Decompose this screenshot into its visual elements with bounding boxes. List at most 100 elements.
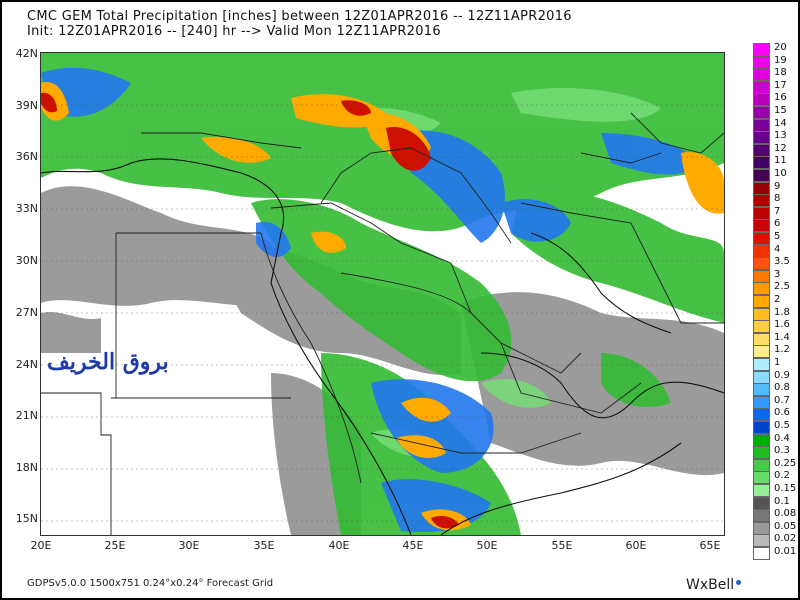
legend-swatch xyxy=(753,194,770,208)
legend-swatch xyxy=(753,484,770,497)
legend-label: 0.9 xyxy=(774,369,790,381)
legend-label: 0.1 xyxy=(774,495,790,507)
legend-swatch xyxy=(753,282,770,296)
legend-label: 0.5 xyxy=(774,420,790,431)
lon-label: 20E xyxy=(30,539,52,552)
legend-swatch xyxy=(753,269,770,283)
country-borders xyxy=(41,112,724,535)
brand-text: WxBell xyxy=(686,577,735,593)
legend-label: 1 xyxy=(774,357,781,368)
brand-logo: WxBell xyxy=(686,577,742,593)
legend-swatch xyxy=(753,547,770,560)
legend-label: 13 xyxy=(774,130,787,142)
legend-label: 12 xyxy=(774,142,787,154)
legend-label: 0.6 xyxy=(774,407,790,419)
lat-label: 30N xyxy=(15,254,38,267)
legend-swatch xyxy=(753,534,770,548)
legend-swatch xyxy=(753,307,770,321)
legend-label: 0.01 xyxy=(774,546,797,557)
lat-label: 36N xyxy=(15,150,38,163)
lat-label: 39N xyxy=(15,99,38,112)
legend-label: 2.5 xyxy=(774,281,790,293)
lon-label: 55E xyxy=(551,539,573,552)
legend-swatch xyxy=(753,320,770,334)
legend-swatch xyxy=(753,219,770,233)
lon-label: 35E xyxy=(253,539,275,552)
legend-label: 1.6 xyxy=(774,319,790,331)
lon-label: 25E xyxy=(104,539,126,552)
legend-swatch xyxy=(753,55,770,69)
legend-label: 7 xyxy=(774,205,781,217)
lon-label: 50E xyxy=(476,539,498,552)
legend-swatch xyxy=(753,169,770,182)
lat-label: 21N xyxy=(15,409,38,422)
legend-label: 1.4 xyxy=(774,331,790,343)
lat-label: 33N xyxy=(15,202,38,215)
legend-swatch xyxy=(753,68,770,82)
legend-swatch xyxy=(753,458,770,472)
legend-swatch xyxy=(753,206,770,220)
legend-swatch xyxy=(753,383,770,397)
legend-label: 0.4 xyxy=(774,432,790,444)
legend-label: 17 xyxy=(774,79,787,91)
legend-label: 3.5 xyxy=(774,256,790,268)
map-title: CMC GEM Total Precipitation [inches] bet… xyxy=(27,9,572,24)
legend-label: 0.02 xyxy=(774,533,797,545)
watermark-text: بروق الخريف xyxy=(47,349,169,375)
legend-swatch xyxy=(753,106,770,119)
legend-swatch xyxy=(753,93,770,107)
map-canvas xyxy=(41,53,724,535)
legend-label: 5 xyxy=(774,231,781,242)
legend-swatch xyxy=(753,345,770,359)
legend-swatch xyxy=(753,43,770,56)
lon-label: 65E xyxy=(699,539,721,552)
legend-swatch xyxy=(753,358,770,371)
legend-swatch xyxy=(753,244,770,258)
lon-label: 30E xyxy=(178,539,200,552)
legend-label: 18 xyxy=(774,67,787,79)
legend-swatch xyxy=(753,370,770,384)
legend-label: 0.05 xyxy=(774,520,797,532)
legend-label: 0.15 xyxy=(774,483,797,494)
legend-swatch xyxy=(753,421,770,434)
legend-label: 14 xyxy=(774,117,787,129)
legend-swatch xyxy=(753,131,770,145)
legend-label: 0.8 xyxy=(774,382,790,394)
footer-info: GDPSv5.0.0 1500x751 0.24°x0.24° Forecast… xyxy=(27,578,274,589)
legend-swatch xyxy=(753,332,770,346)
legend-swatch xyxy=(753,156,770,170)
legend-label: 0.2 xyxy=(774,470,790,482)
legend-swatch xyxy=(753,232,770,245)
lat-label: 24N xyxy=(15,358,38,371)
legend-label: 0.08 xyxy=(774,508,797,520)
legend-swatch xyxy=(753,471,770,485)
precipitation-map xyxy=(40,52,725,536)
legend-label: 15 xyxy=(774,105,787,116)
lon-label: 60E xyxy=(625,539,647,552)
brand-dot-icon xyxy=(736,580,742,585)
legend-swatch xyxy=(753,408,770,422)
legend-swatch xyxy=(753,446,770,460)
legend-label: 16 xyxy=(774,92,787,104)
legend-label: 2 xyxy=(774,294,781,305)
coastlines xyxy=(41,158,724,535)
legend-label: 4 xyxy=(774,243,781,255)
map-subtitle: Init: 12Z01APR2016 -- [240] hr --> Valid… xyxy=(27,24,441,39)
legend-swatch xyxy=(753,295,770,308)
legend-label: 20 xyxy=(774,42,787,53)
legend-swatch xyxy=(753,496,770,510)
legend-label: 1.8 xyxy=(774,306,790,318)
lat-label: 15N xyxy=(15,512,38,525)
lon-label: 45E xyxy=(402,539,424,552)
legend-swatch xyxy=(753,118,770,132)
extreme-precip-layer xyxy=(41,92,459,529)
legend-label: 0.25 xyxy=(774,457,797,469)
legend-label: 3 xyxy=(774,268,781,280)
lon-label: 40E xyxy=(328,539,350,552)
lat-label: 42N xyxy=(15,47,38,60)
legend-swatch xyxy=(753,181,770,195)
legend-swatch xyxy=(753,433,770,447)
legend-swatch xyxy=(753,395,770,409)
legend-label: 9 xyxy=(774,180,781,192)
